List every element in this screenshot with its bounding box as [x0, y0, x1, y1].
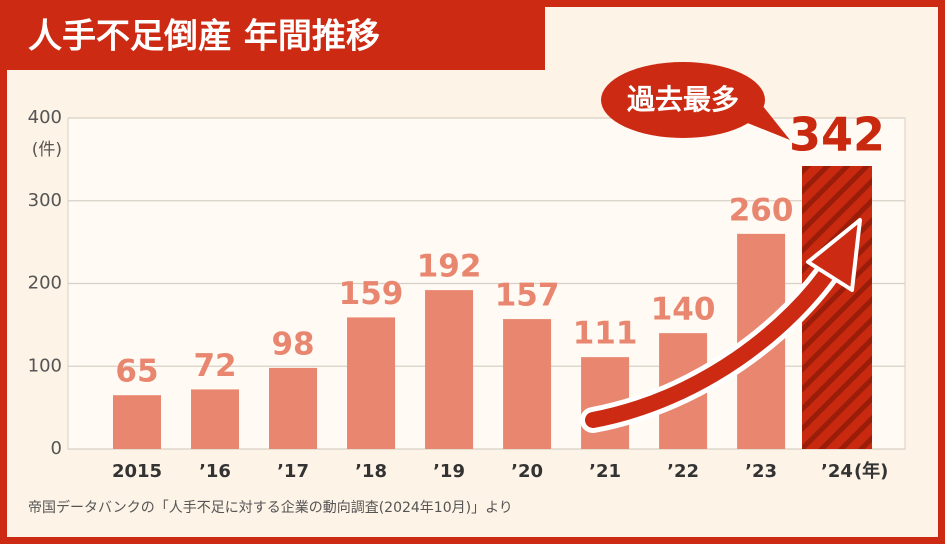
annotation: 過去最多: [627, 83, 739, 116]
bar: [113, 395, 162, 449]
x-tick-label: 2015: [112, 461, 162, 482]
source: 帝国データバンクの「人手不足に対する企業の動向調査(2024年10月)」より: [28, 499, 513, 516]
x-tick-label: ’21: [589, 461, 621, 482]
y-tick-label: 300: [28, 190, 62, 211]
x-axis-label: (年): [854, 460, 888, 482]
y-tick-label: 100: [28, 355, 62, 376]
bar: [347, 317, 396, 449]
value-label: 192: [417, 249, 482, 285]
x-tick-label: ’16: [199, 461, 231, 482]
x-tick-label: ’19: [433, 461, 465, 482]
value-label: 342: [789, 107, 885, 161]
value-label: 159: [339, 276, 404, 312]
x-tick-label: ’24: [821, 461, 853, 482]
bar: [425, 290, 474, 449]
y-tick-label: 200: [28, 273, 62, 294]
value-label: 98: [271, 326, 314, 362]
value-label: 140: [651, 292, 716, 328]
x-tick-label: ’23: [745, 461, 777, 482]
title-box: [0, 0, 545, 70]
x-tick-label: ’17: [277, 461, 309, 482]
bubble: [601, 62, 765, 138]
arrow: [585, 254, 843, 428]
value-label: 260: [729, 192, 794, 228]
y-tick-label: 400: [28, 107, 62, 128]
y-axis-label: (件): [32, 140, 62, 160]
value-label: 72: [193, 348, 236, 384]
y-tick-label: 0: [51, 438, 62, 459]
value-label: 65: [115, 354, 158, 390]
arrow-head: [806, 218, 862, 292]
bar: [503, 319, 552, 449]
x-tick-label: ’18: [355, 461, 387, 482]
value-label: 111: [573, 316, 638, 352]
x-tick-label: ’20: [511, 461, 543, 482]
value-label: 157: [495, 278, 560, 314]
x-tick-label: ’22: [667, 461, 699, 482]
chart-title: 人手不足倒産 年間推移: [28, 17, 380, 57]
bar: [269, 367, 318, 449]
bar: [191, 389, 240, 449]
